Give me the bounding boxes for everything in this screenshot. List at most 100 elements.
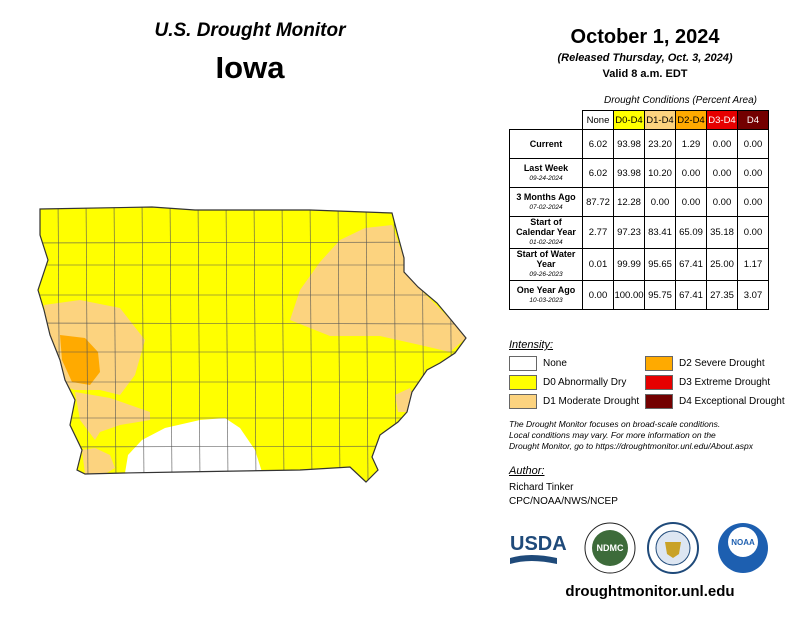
row-label-text: 3 Months Ago <box>516 191 576 202</box>
drought-conditions-table: None D0-D4 D1-D4 D2-D4 D3-D4 D4 Current … <box>509 110 769 310</box>
table-cell: 0.01 <box>582 248 614 281</box>
d1-area-south <box>82 448 115 474</box>
col-header-d1-d4: D1-D4 <box>644 110 676 130</box>
author-info: Richard Tinker CPC/NOAA/NWS/NCEP <box>509 481 618 509</box>
table-cell: 0.00 <box>737 187 769 217</box>
county-line <box>309 207 313 481</box>
county-line <box>141 207 145 481</box>
table-cell: 97.23 <box>613 216 645 249</box>
col-header-d4: D4 <box>737 110 769 130</box>
table-cell: 0.00 <box>675 158 707 188</box>
d1-area-northeast <box>290 225 466 352</box>
valid-time: Valid 8 a.m. EDT <box>602 68 688 80</box>
legend-label: D1 Moderate Drought <box>543 396 640 407</box>
row-date: 09-24-2024 <box>529 174 563 182</box>
table-cell: 0.00 <box>582 280 614 310</box>
table-cell: 67.41 <box>675 280 707 310</box>
d1-area-southwest <box>75 392 150 440</box>
table-cell: 23.20 <box>644 129 676 159</box>
legend-label: D4 Exceptional Drought <box>679 396 785 407</box>
table-cell: 1.17 <box>737 248 769 281</box>
d2-area <box>60 335 100 385</box>
row-label-text: Start of Water Year <box>516 249 576 269</box>
legend-title: Intensity: <box>509 339 554 351</box>
program-title: U.S. Drought Monitor <box>154 20 346 41</box>
website-url[interactable]: droughtmonitor.unl.edu <box>565 583 735 600</box>
table-cell: 87.72 <box>582 187 614 217</box>
row-date: 10-03-2023 <box>529 296 563 304</box>
county-line <box>253 207 257 481</box>
row-label: Start of Calendar Year 01-02-2024 <box>509 216 583 249</box>
legend-label: D2 Severe Drought <box>679 358 765 369</box>
county-line <box>85 207 89 481</box>
legend-swatch <box>645 375 673 390</box>
table-cell: 0.00 <box>706 187 738 217</box>
row-date: 09-26-2023 <box>529 271 563 278</box>
table-cell: 0.00 <box>706 158 738 188</box>
legend-label: None <box>543 358 567 369</box>
legend-swatch <box>645 394 673 409</box>
row-date: 01-02-2024 <box>529 239 563 246</box>
row-label: 3 Months Ago 07-02-2024 <box>509 187 583 217</box>
disclaimer-note: The Drought Monitor focuses on broad-sca… <box>509 419 791 452</box>
table-cell: 3.07 <box>737 280 769 310</box>
legend-swatch <box>509 356 537 371</box>
table-cell: 10.20 <box>644 158 676 188</box>
table-corner <box>509 110 583 130</box>
doc-seal-logo <box>647 522 699 574</box>
col-header-d2-d4: D2-D4 <box>675 110 707 130</box>
county-line <box>113 207 117 481</box>
table-cell: 99.99 <box>613 248 645 281</box>
usda-logo: USDA <box>510 533 567 564</box>
col-header-d0-d4: D0-D4 <box>613 110 645 130</box>
county-line <box>337 207 341 481</box>
legend-swatch <box>509 375 537 390</box>
legend-swatch <box>645 356 673 371</box>
table-cell: 27.35 <box>706 280 738 310</box>
county-line <box>169 207 173 481</box>
ndmc-logo-text: NDMC <box>597 543 624 553</box>
table-row-last-week: Last Week 09-24-2024 6.02 93.98 10.20 0.0… <box>509 158 769 188</box>
table-row-current: Current 6.02 93.98 23.20 1.29 0.00 0.00 <box>509 129 769 159</box>
county-line <box>225 207 229 481</box>
table-cell: 100.00 <box>613 280 645 310</box>
ndmc-seal-inner <box>592 530 628 566</box>
table-cell: 6.02 <box>582 158 614 188</box>
note-line: Local conditions may vary. For more info… <box>509 430 716 440</box>
author-org: CPC/NOAA/NWS/NCEP <box>509 496 618 507</box>
iowa-outline <box>37 206 467 483</box>
county-line <box>38 241 466 244</box>
table-cell: 83.41 <box>644 216 676 249</box>
table-cell: 2.77 <box>582 216 614 249</box>
legend-label: D0 Abnormally Dry <box>543 377 627 388</box>
noaa-logo: NOAA <box>718 523 768 573</box>
table-cell: 0.00 <box>737 158 769 188</box>
table-cell: 6.02 <box>582 129 614 159</box>
legend-swatch <box>509 394 537 409</box>
table-cell: 67.41 <box>675 248 707 281</box>
row-label: One Year Ago 10-03-2023 <box>509 280 583 310</box>
table-cell: 95.65 <box>644 248 676 281</box>
note-line: Drought Monitor, go to https://droughtmo… <box>509 441 753 451</box>
row-label: Start of Water Year 09-26-2023 <box>509 248 583 281</box>
row-label-text: Start of Calendar Year <box>516 217 576 237</box>
table-row-start-of-water-year: Start of Water Year 09-26-2023 0.01 99.99… <box>509 248 769 281</box>
legend-item-d4: D4 Exceptional Drought <box>645 394 785 409</box>
table-cell: 0.00 <box>737 129 769 159</box>
author-name: Richard Tinker <box>509 482 574 493</box>
table-cell: 65.09 <box>675 216 707 249</box>
county-line <box>38 322 466 325</box>
row-label-text: Last Week <box>523 162 569 173</box>
county-line <box>197 207 201 481</box>
doc-shield-icon <box>665 542 681 558</box>
ndmc-logo: NDMC <box>584 522 636 574</box>
table-cell: 0.00 <box>644 187 676 217</box>
table-cell: 0.00 <box>737 216 769 249</box>
row-label: Current <box>509 129 583 159</box>
table-cell: 0.00 <box>706 129 738 159</box>
county-line <box>365 207 369 481</box>
table-row-start-of-calendar-year: Start of Calendar Year 01-02-2024 2.77 97… <box>509 216 769 249</box>
row-label-text: Current <box>529 139 563 149</box>
table-cell: 12.28 <box>613 187 645 217</box>
release-date: (Released Thursday, Oct. 3, 2024) <box>557 52 733 64</box>
